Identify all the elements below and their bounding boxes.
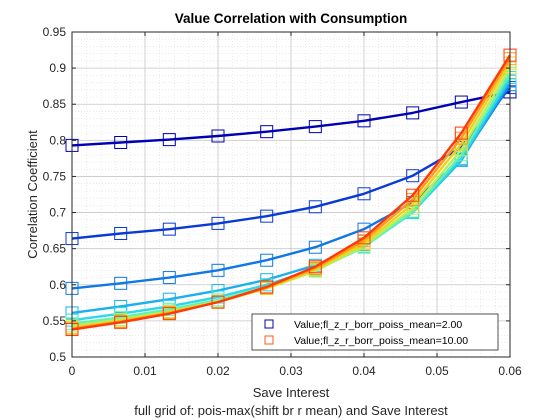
data-point-marker: [454, 95, 468, 109]
data-point-marker: [162, 307, 176, 321]
x-tick-label: 0.06: [498, 364, 522, 378]
x-tick-label: 0: [69, 364, 76, 378]
series-line: [71, 90, 511, 147]
x-tick-label: 0.02: [206, 364, 230, 378]
data-point-marker: [162, 222, 176, 236]
data-point-marker: [308, 120, 322, 134]
x-tick-label: 0.03: [279, 364, 303, 378]
data-point-marker: [211, 129, 225, 143]
data-point-marker: [308, 240, 322, 254]
data-point-marker: [406, 188, 420, 202]
x-axis-label: Save Interest: [253, 385, 330, 400]
data-point-marker: [211, 263, 225, 277]
legend-entry-label: Value;fl_z_r_borr_poiss_mean=10.00: [294, 335, 468, 347]
data-point-marker: [406, 106, 420, 120]
data-point-marker: [162, 271, 176, 285]
data-point-marker: [114, 227, 128, 240]
data-point-marker: [211, 216, 225, 230]
legend: Value;fl_z_r_borr_poiss_mean=2.00 Value;f…: [251, 313, 499, 351]
data-point-marker: [211, 295, 225, 309]
data-point-marker: [357, 187, 371, 201]
y-tick-label: 0.6: [49, 278, 66, 292]
series-line: [71, 54, 512, 331]
y-tick-label: 0.55: [43, 314, 67, 328]
data-point-marker: [114, 315, 128, 329]
data-point-marker: [260, 125, 274, 139]
data-point-marker: [308, 200, 322, 214]
data-point-marker: [454, 126, 468, 140]
chart-title: Value Correlation with Consumption: [175, 11, 408, 26]
data-point-marker: [114, 276, 128, 290]
y-tick-label: 0.7: [49, 206, 66, 220]
data-point-marker: [162, 133, 176, 147]
y-axis-label: Correlation Coefficient: [25, 130, 40, 259]
y-tick-label: 0.85: [43, 97, 67, 111]
y-tick-label: 0.9: [49, 61, 66, 75]
data-point-marker: [114, 136, 128, 149]
series-line: [71, 86, 511, 240]
data-point-marker: [114, 299, 128, 313]
data-point-marker: [406, 169, 420, 183]
x-tick-label: 0.05: [425, 364, 449, 378]
data-point-marker: [260, 209, 274, 223]
y-tick-label: 0.65: [43, 242, 67, 256]
y-tick-label: 0.95: [43, 25, 67, 39]
chart-caption: full grid of: pois-max(shift br r mean) …: [134, 403, 448, 418]
data-point-marker: [357, 231, 371, 245]
legend-marker: [264, 319, 274, 329]
x-tick-label: 0.01: [133, 364, 157, 378]
y-tick-label: 0.8: [49, 133, 66, 147]
legend-entry-label: Value;fl_z_r_borr_poiss_mean=2.00: [294, 319, 462, 331]
legend-box: [251, 313, 499, 351]
data-point-marker: [357, 114, 371, 128]
series-layer: [65, 48, 517, 337]
data-point-marker: [308, 260, 322, 274]
data-point-marker: [260, 253, 274, 267]
data-point-marker: [260, 280, 274, 294]
tick-layer: 0 0.01 0.02 0.03 0.04 0.05 0.06 0.5 0.55 0.6 0.65 0…: [43, 25, 522, 378]
x-tick-label: 0.04: [352, 364, 376, 378]
y-tick-label: 0.75: [43, 169, 67, 183]
y-tick-label: 0.5: [49, 350, 66, 364]
legend-marker: [264, 335, 274, 345]
